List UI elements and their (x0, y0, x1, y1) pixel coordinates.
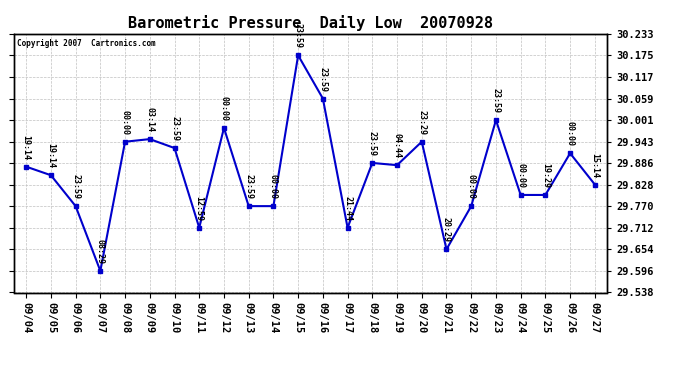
Text: 15:14: 15:14 (591, 153, 600, 178)
Text: 23:59: 23:59 (294, 23, 303, 48)
Text: 23:59: 23:59 (170, 116, 179, 141)
Text: 23:59: 23:59 (491, 88, 500, 113)
Text: 19:14: 19:14 (21, 135, 30, 160)
Text: 00:00: 00:00 (121, 110, 130, 135)
Title: Barometric Pressure  Daily Low  20070928: Barometric Pressure Daily Low 20070928 (128, 15, 493, 31)
Text: 04:44: 04:44 (393, 133, 402, 158)
Text: Copyright 2007  Cartronics.com: Copyright 2007 Cartronics.com (17, 39, 155, 48)
Text: 00:00: 00:00 (219, 96, 228, 121)
Text: 23:59: 23:59 (318, 67, 327, 92)
Text: 19:29: 19:29 (541, 163, 550, 188)
Text: 12:59: 12:59 (195, 196, 204, 221)
Text: 08:29: 08:29 (96, 239, 105, 264)
Text: 23:59: 23:59 (368, 131, 377, 156)
Text: 23:59: 23:59 (71, 174, 80, 199)
Text: 19:14: 19:14 (46, 143, 55, 168)
Text: 03:14: 03:14 (146, 107, 155, 132)
Text: 20:29: 20:29 (442, 217, 451, 242)
Text: 21:44: 21:44 (343, 196, 352, 221)
Text: 00:00: 00:00 (466, 174, 475, 199)
Text: 00:00: 00:00 (516, 163, 525, 188)
Text: 23:29: 23:29 (417, 110, 426, 135)
Text: 00:00: 00:00 (269, 174, 278, 199)
Text: 00:00: 00:00 (566, 122, 575, 146)
Text: 23:59: 23:59 (244, 174, 253, 199)
